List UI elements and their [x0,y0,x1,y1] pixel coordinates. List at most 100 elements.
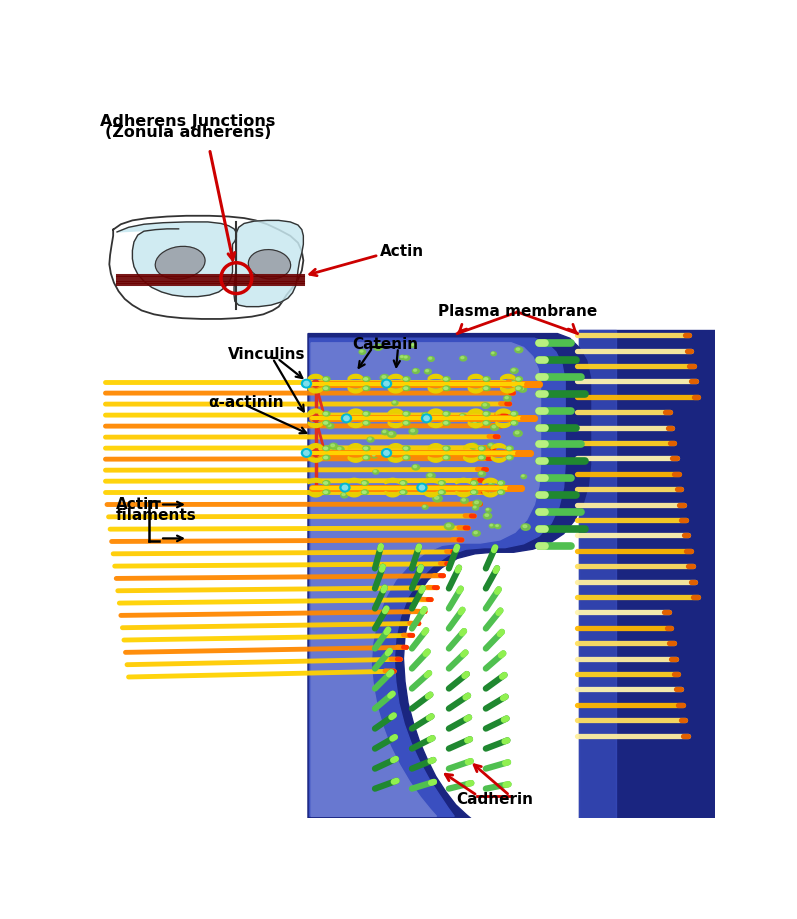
Ellipse shape [363,446,370,450]
Ellipse shape [324,387,328,390]
Polygon shape [483,492,498,497]
Ellipse shape [422,414,431,423]
Ellipse shape [434,496,438,499]
Ellipse shape [304,450,309,455]
Ellipse shape [483,412,490,416]
Ellipse shape [323,412,330,416]
Polygon shape [496,409,511,414]
Ellipse shape [301,448,312,457]
Polygon shape [388,457,403,462]
Ellipse shape [426,472,435,479]
Ellipse shape [459,414,466,419]
Polygon shape [424,492,438,497]
Ellipse shape [490,525,493,526]
Ellipse shape [363,387,367,390]
Ellipse shape [380,374,389,381]
Ellipse shape [411,344,414,346]
Ellipse shape [483,421,490,425]
Ellipse shape [428,474,432,476]
Ellipse shape [387,431,396,437]
Ellipse shape [404,457,408,459]
Ellipse shape [516,378,520,380]
Ellipse shape [471,421,481,428]
Ellipse shape [512,413,516,414]
Ellipse shape [392,401,398,405]
Polygon shape [469,422,484,427]
Ellipse shape [484,422,488,424]
Ellipse shape [403,377,410,381]
Ellipse shape [511,380,518,386]
Polygon shape [492,457,506,462]
Ellipse shape [484,513,492,519]
Ellipse shape [429,357,432,359]
Ellipse shape [507,457,511,459]
Polygon shape [308,444,324,449]
Ellipse shape [422,505,428,509]
Ellipse shape [489,444,492,446]
Polygon shape [456,479,471,484]
Text: Cadherin: Cadherin [456,792,533,808]
Text: filaments: filaments [116,508,196,523]
Ellipse shape [342,485,347,490]
Ellipse shape [516,348,520,350]
Ellipse shape [498,490,505,494]
Ellipse shape [363,486,367,488]
Ellipse shape [403,386,410,391]
Ellipse shape [329,443,338,449]
Polygon shape [109,216,304,319]
Ellipse shape [512,369,515,371]
Ellipse shape [445,523,454,529]
Text: Actin: Actin [116,497,159,512]
Ellipse shape [473,506,476,508]
Ellipse shape [414,369,417,371]
Polygon shape [464,444,479,449]
Ellipse shape [438,490,446,494]
Ellipse shape [472,482,476,484]
Ellipse shape [324,491,328,494]
Polygon shape [428,409,443,414]
Ellipse shape [443,386,450,391]
Text: α-actinin: α-actinin [208,395,284,410]
Polygon shape [234,221,304,307]
Ellipse shape [444,378,448,380]
Ellipse shape [510,368,518,373]
Ellipse shape [488,443,495,448]
Ellipse shape [362,481,368,485]
Ellipse shape [327,424,334,428]
Text: Catenin: Catenin [352,336,418,352]
Ellipse shape [419,485,425,490]
Ellipse shape [382,430,389,435]
Ellipse shape [363,448,367,449]
Ellipse shape [414,465,417,468]
Ellipse shape [401,482,405,484]
Ellipse shape [400,490,407,494]
Ellipse shape [515,347,523,353]
Ellipse shape [443,455,450,460]
Ellipse shape [401,491,405,494]
Ellipse shape [410,344,416,347]
Ellipse shape [382,448,391,457]
Polygon shape [424,479,438,484]
Ellipse shape [249,250,291,279]
Polygon shape [496,422,511,427]
Ellipse shape [403,455,410,460]
Ellipse shape [390,458,392,460]
Polygon shape [428,457,443,462]
Ellipse shape [404,422,408,424]
Ellipse shape [444,387,448,390]
Ellipse shape [478,446,485,450]
Ellipse shape [426,369,429,371]
Polygon shape [347,479,362,484]
Polygon shape [347,492,362,497]
Ellipse shape [403,446,410,450]
Ellipse shape [425,369,431,374]
Ellipse shape [155,246,205,279]
Polygon shape [388,387,403,392]
Polygon shape [464,457,479,462]
Ellipse shape [481,403,489,408]
Ellipse shape [471,481,477,485]
Polygon shape [579,330,616,819]
Ellipse shape [498,481,505,485]
Ellipse shape [363,482,366,484]
Ellipse shape [489,482,492,483]
